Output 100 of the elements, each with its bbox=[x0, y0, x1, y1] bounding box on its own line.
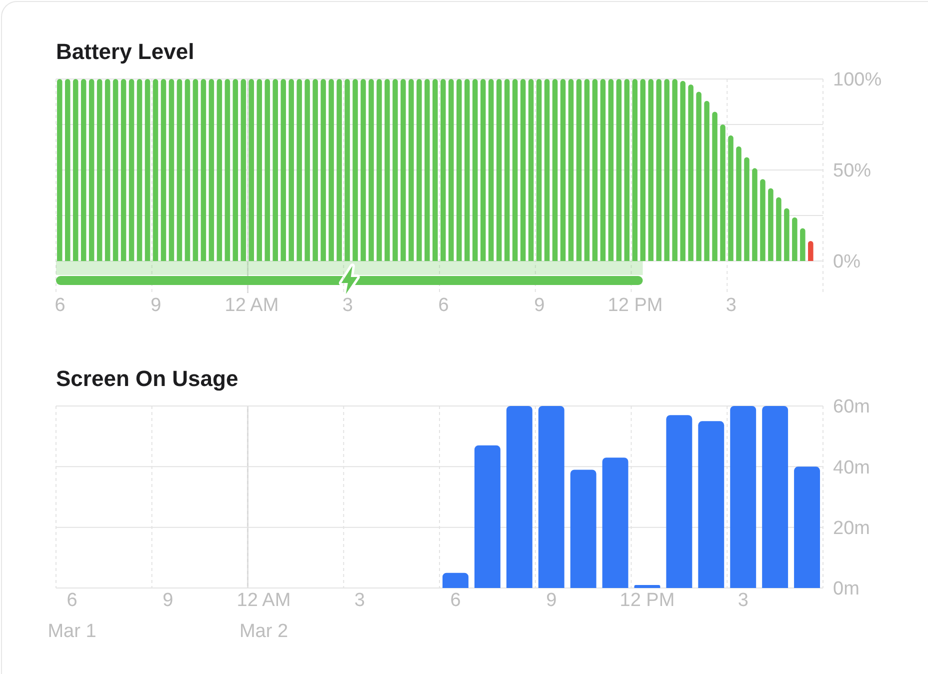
bar bbox=[474, 445, 500, 588]
bar bbox=[464, 79, 470, 261]
x-tick-label: 3 bbox=[726, 295, 736, 316]
bar bbox=[192, 79, 198, 261]
bar bbox=[688, 84, 694, 261]
bar bbox=[104, 79, 110, 261]
bar bbox=[728, 135, 734, 261]
y-tick-label: 40m bbox=[833, 457, 870, 478]
bar bbox=[216, 79, 222, 261]
bar bbox=[392, 79, 398, 261]
bar bbox=[456, 79, 462, 261]
bar bbox=[488, 79, 494, 261]
bar bbox=[208, 79, 214, 261]
bar bbox=[664, 79, 670, 261]
bar bbox=[272, 79, 278, 261]
x-tick-label: 3 bbox=[738, 590, 748, 611]
bar bbox=[288, 79, 294, 261]
x-tick-label: 12 PM bbox=[620, 590, 675, 611]
bar bbox=[624, 79, 630, 261]
bar bbox=[280, 79, 286, 261]
bar bbox=[640, 79, 646, 261]
bar bbox=[304, 79, 310, 261]
bar bbox=[336, 79, 342, 261]
bar bbox=[88, 79, 94, 261]
bar bbox=[416, 79, 422, 261]
bar bbox=[376, 79, 382, 261]
bar bbox=[506, 406, 532, 588]
bar bbox=[666, 415, 692, 588]
bar bbox=[528, 79, 534, 261]
chart-title: Screen On Usage bbox=[56, 365, 238, 393]
bar bbox=[592, 79, 598, 261]
x-tick-label: 9 bbox=[162, 590, 174, 611]
bar bbox=[672, 79, 678, 261]
bar bbox=[312, 79, 318, 261]
bar bbox=[752, 168, 758, 261]
bar bbox=[440, 79, 446, 261]
bar bbox=[248, 79, 254, 261]
bar bbox=[634, 584, 660, 588]
x-tick-label: 9 bbox=[150, 295, 162, 316]
bar bbox=[730, 406, 756, 588]
bar bbox=[762, 406, 788, 588]
bar bbox=[256, 79, 262, 261]
x-tick-label: 9 bbox=[546, 590, 557, 611]
bar bbox=[760, 179, 766, 261]
bar bbox=[320, 79, 326, 261]
bar bbox=[352, 79, 358, 261]
bar bbox=[600, 79, 606, 261]
y-tick-label: 20m bbox=[833, 518, 870, 539]
bar bbox=[576, 79, 582, 261]
bar bbox=[160, 79, 166, 261]
bar bbox=[80, 79, 86, 261]
bar bbox=[698, 421, 724, 588]
bar bbox=[400, 79, 406, 261]
y-tick-label: 50% bbox=[833, 160, 872, 182]
x-tick-label: 12 PM bbox=[608, 295, 663, 316]
y-tick-label: 0m bbox=[833, 578, 860, 600]
bar bbox=[712, 112, 718, 261]
bar bbox=[794, 466, 820, 588]
bar bbox=[704, 100, 710, 261]
bar bbox=[632, 79, 638, 261]
bar bbox=[408, 79, 414, 261]
bar bbox=[296, 79, 302, 261]
x-tick-label: 3 bbox=[342, 295, 353, 316]
bar bbox=[538, 406, 564, 588]
x-tick-label: 6 bbox=[438, 295, 449, 316]
bar bbox=[560, 79, 566, 261]
bar bbox=[200, 79, 206, 261]
bar bbox=[264, 79, 270, 261]
bar bbox=[128, 79, 134, 261]
x-tick-label: 6 bbox=[450, 590, 461, 611]
bar bbox=[808, 240, 814, 261]
bar bbox=[800, 228, 806, 261]
bar bbox=[152, 79, 158, 261]
x-tick-label: 9 bbox=[534, 295, 545, 316]
bar bbox=[744, 157, 750, 261]
bar bbox=[544, 79, 550, 261]
bar bbox=[570, 470, 596, 588]
bar bbox=[552, 79, 558, 261]
bar bbox=[384, 79, 390, 261]
bar bbox=[536, 79, 542, 261]
bar bbox=[720, 124, 726, 261]
y-tick-label: 60m bbox=[833, 396, 870, 418]
bar bbox=[424, 79, 430, 261]
x-tick-label: 3 bbox=[354, 590, 365, 611]
bar bbox=[680, 80, 686, 261]
bar bbox=[328, 79, 334, 261]
bar bbox=[176, 79, 182, 261]
bar bbox=[656, 79, 662, 261]
bar bbox=[504, 79, 510, 261]
bar bbox=[136, 79, 142, 261]
bar bbox=[184, 79, 190, 261]
chart-title: Battery Level bbox=[56, 38, 194, 66]
bar bbox=[512, 79, 518, 261]
bar bbox=[64, 79, 70, 261]
bar bbox=[480, 79, 486, 261]
bar bbox=[112, 79, 118, 261]
bar bbox=[72, 79, 78, 261]
bar bbox=[792, 217, 798, 261]
bar bbox=[472, 79, 478, 261]
bar bbox=[442, 572, 468, 588]
